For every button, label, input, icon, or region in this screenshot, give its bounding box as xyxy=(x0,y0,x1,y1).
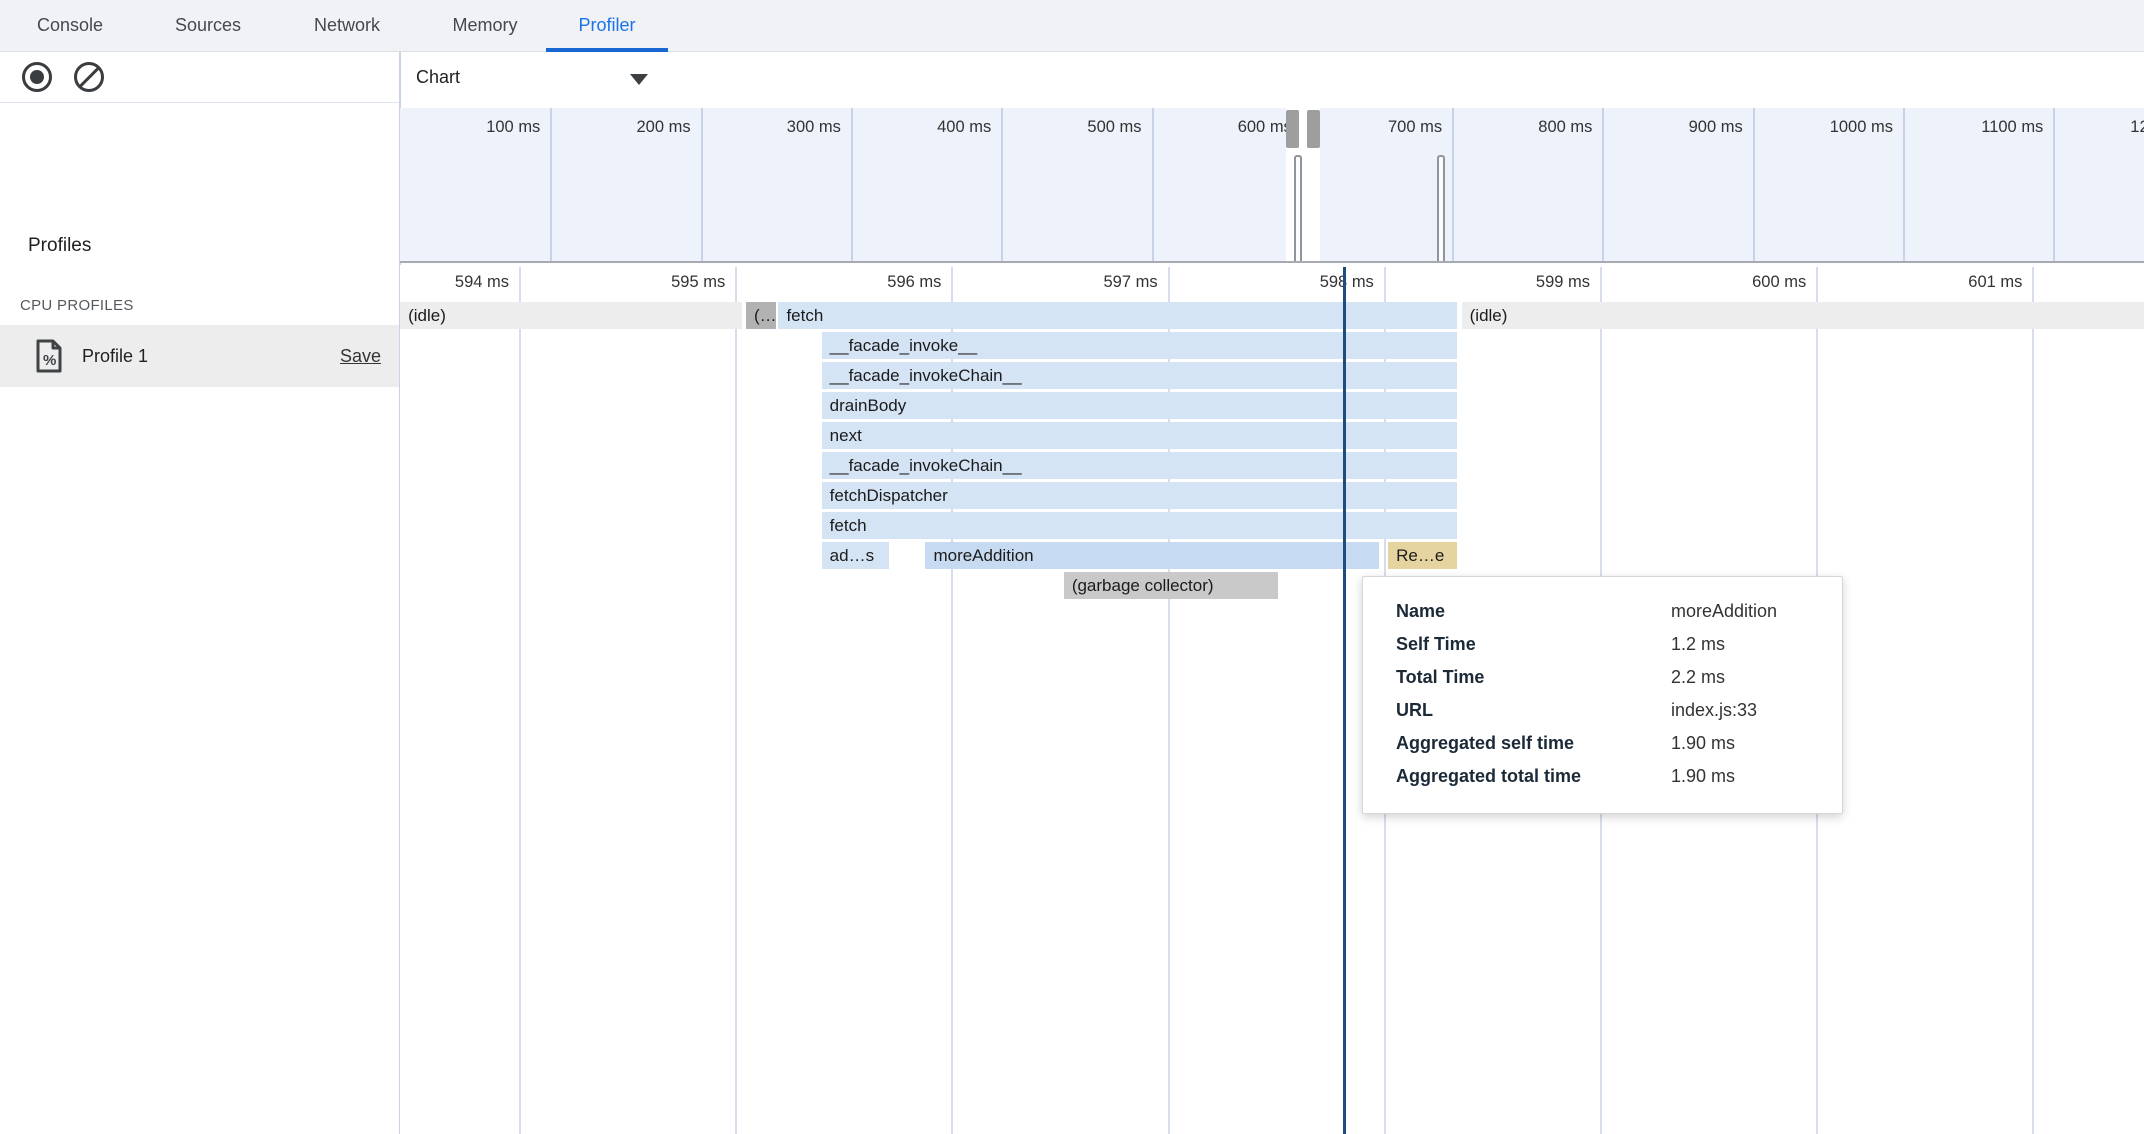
overview-tick-label: 1000 ms xyxy=(1829,118,1893,136)
time-gridline xyxy=(1167,267,1170,1134)
flame-bar-re-e[interactable]: Re…e xyxy=(1388,542,1458,569)
svg-text:%: % xyxy=(43,352,56,369)
overview-tick-separator xyxy=(1903,108,1905,261)
time-gridline xyxy=(951,267,954,1134)
overview-tick-separator xyxy=(1602,108,1605,261)
flame-bar-next[interactable]: next xyxy=(821,422,1458,449)
tooltip-label: Name xyxy=(1396,601,1446,621)
time-gridline xyxy=(2032,267,2035,1134)
tab-memory[interactable]: Memory xyxy=(452,15,518,35)
ruler-tick-label: 594 ms xyxy=(454,273,509,291)
tab-profiler[interactable]: Profiler xyxy=(546,0,668,52)
tooltip-row: URL index.js:33 xyxy=(1396,694,1822,727)
time-gridline xyxy=(519,267,521,1134)
flame-bar--facade-invokechain-[interactable]: __facade_invokeChain__ xyxy=(821,452,1458,479)
tooltip-value: moreAddition xyxy=(1671,601,1778,621)
time-gridline xyxy=(735,267,738,1134)
overview-tick-separator xyxy=(1752,108,1755,261)
playhead-marker-line[interactable] xyxy=(1342,267,1346,1134)
ruler-tick-label: 600 ms xyxy=(1752,273,1807,291)
flame-bar--facade-invokechain-[interactable]: __facade_invokeChain__ xyxy=(821,362,1458,389)
overview-tick-label: 500 ms xyxy=(1087,118,1142,136)
flame-bar--idle-[interactable]: (idle) xyxy=(400,302,742,329)
overview-tick-label: 1200 ms xyxy=(2130,118,2144,136)
tooltip-value: 1.90 ms xyxy=(1671,733,1736,753)
flame-bar-fetchdispatcher[interactable]: fetchDispatcher xyxy=(821,482,1458,509)
flame-bar-drainbody[interactable]: drainBody xyxy=(821,392,1458,419)
sidebar-heading: Profiles xyxy=(28,235,92,256)
cpu-activity-spike xyxy=(1437,155,1446,261)
profile-name: Profile 1 xyxy=(82,346,149,366)
selection-right-handle[interactable] xyxy=(1306,110,1320,148)
tooltip-label: Aggregated self time xyxy=(1396,733,1575,753)
ruler-tick-label: 595 ms xyxy=(671,273,726,291)
flame-bar-fetch[interactable]: fetch xyxy=(821,512,1458,539)
clear-icon[interactable] xyxy=(74,62,104,92)
overview-tick-label: 300 ms xyxy=(786,118,841,136)
overview-tick-label: 700 ms xyxy=(1388,118,1443,136)
overview-tick-separator xyxy=(1452,108,1455,261)
tooltip-row: Name moreAddition xyxy=(1396,595,1822,628)
tooltip-value: 2.2 ms xyxy=(1671,667,1726,687)
tab-sources[interactable]: Sources xyxy=(174,15,242,35)
tooltip-value: 1.2 ms xyxy=(1671,634,1726,654)
tooltip-row: Aggregated self time 1.90 ms xyxy=(1396,727,1822,760)
overview-tick-label: 600 ms xyxy=(1237,118,1292,136)
ruler-tick-label: 597 ms xyxy=(1103,273,1158,291)
flame-bar--garbage-collector-[interactable]: (garbage collector) xyxy=(1063,572,1278,599)
flame-bar--facade-invoke-[interactable]: __facade_invoke__ xyxy=(821,332,1458,359)
tab-network[interactable]: Network xyxy=(313,15,380,35)
tooltip-row: Total Time 2.2 ms xyxy=(1396,661,1822,694)
profile-list-item[interactable]: % Profile 1 Save xyxy=(0,325,399,387)
overview-tick-label: 200 ms xyxy=(636,118,691,136)
record-icon[interactable] xyxy=(22,62,52,92)
tooltip-value: index.js:33 xyxy=(1671,700,1758,720)
selection-left-handle[interactable] xyxy=(1286,110,1300,148)
profiler-toolbar-left xyxy=(0,52,399,103)
overview-tick-label: 1100 ms xyxy=(1981,118,2044,136)
devtools-tab-bar: Console Sources Network Memory Profiler xyxy=(0,0,2144,52)
ruler-tick-label: 601 ms xyxy=(1968,273,2023,291)
frame-info-tooltip: Name moreAddition Self Time 1.2 ms Total Tim… xyxy=(1362,576,1843,814)
chevron-down-icon xyxy=(630,74,648,85)
flame-bar-moreaddition[interactable]: moreAddition xyxy=(925,542,1380,569)
ruler-tick-label: 598 ms xyxy=(1319,273,1374,291)
profiles-sidebar: Profiles CPU PROFILES % Profile 1 Save xyxy=(0,103,399,1134)
view-mode-select[interactable]: Chart xyxy=(416,52,648,103)
overview-tick-separator xyxy=(2053,108,2056,261)
tooltip-label: Self Time xyxy=(1396,634,1476,654)
overview-tick-label: 100 ms xyxy=(486,118,541,136)
overview-tick-separator xyxy=(1001,108,1004,261)
flame-bar-fetch[interactable]: fetch xyxy=(778,302,1458,329)
overview-tick-separator xyxy=(1151,108,1154,261)
tooltip-row: Self Time 1.2 ms xyxy=(1396,628,1822,661)
tooltip-label: Aggregated total time xyxy=(1396,766,1582,786)
cpu-activity-spike xyxy=(1293,155,1302,261)
ruler-tick-label: 596 ms xyxy=(887,273,942,291)
flame-bar--idle-[interactable]: (idle) xyxy=(1461,302,2144,329)
tooltip-label: Total Time xyxy=(1396,667,1485,687)
overview-selection[interactable] xyxy=(1286,108,1320,261)
overview-tick-separator xyxy=(550,108,553,261)
tooltip-row: Aggregated total time 1.90 ms xyxy=(1396,760,1822,793)
ruler-tick-label: 599 ms xyxy=(1535,273,1590,291)
tooltip-value: 1.90 ms xyxy=(1671,766,1736,786)
view-mode-value: Chart xyxy=(416,67,461,87)
save-profile-link[interactable]: Save xyxy=(339,346,381,366)
overview-tick-separator xyxy=(850,108,853,261)
flame-chart[interactable]: 594 ms 595 ms 596 ms 597 ms 598 ms 599 ms 600 … xyxy=(400,265,2144,1134)
overview-tick-label: 800 ms xyxy=(1538,118,1593,136)
overview-tick-label: 400 ms xyxy=(937,118,992,136)
overview-tick-separator xyxy=(700,108,703,261)
timeline-overview[interactable]: 100 ms 200 ms 300 ms 400 ms 500 ms 600 ms 700 … xyxy=(400,108,2144,263)
tooltip-label: URL xyxy=(1396,700,1433,720)
flame-bar-ad-s[interactable]: ad…s xyxy=(821,542,889,569)
profile-document-icon: % xyxy=(36,339,62,373)
overview-tick-label: 900 ms xyxy=(1688,118,1743,136)
flame-bar--[interactable]: (… xyxy=(746,302,777,329)
cpu-profiles-section-label: CPU PROFILES xyxy=(20,297,134,314)
tab-console[interactable]: Console xyxy=(36,15,104,35)
profiler-toolbar: Chart xyxy=(0,52,2144,103)
